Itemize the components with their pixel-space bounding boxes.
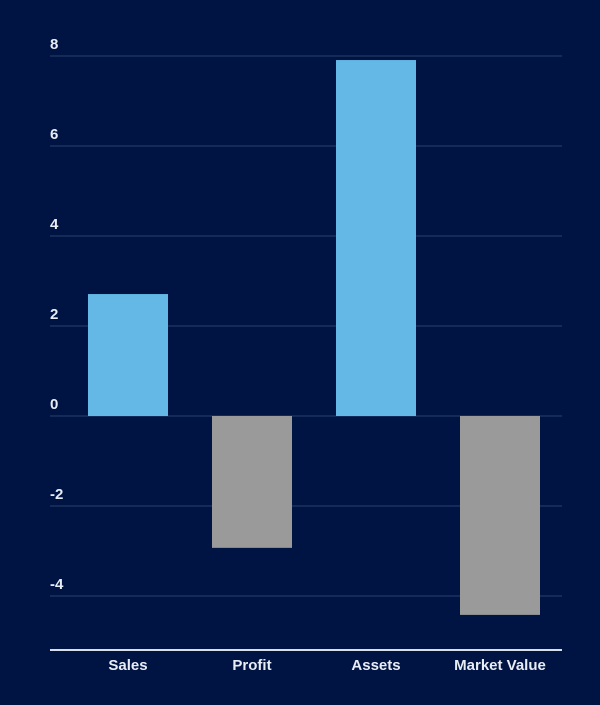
- x-tick-label: Assets: [351, 657, 400, 674]
- y-tick-label: 8: [50, 36, 58, 53]
- y-tick-label: -4: [50, 576, 64, 593]
- x-tick-label: Profit: [232, 657, 271, 674]
- bar: [460, 416, 540, 615]
- y-tick-label: 2: [50, 306, 58, 323]
- y-tick-label: -2: [50, 486, 63, 503]
- bar: [212, 416, 292, 548]
- x-tick-label: Sales: [108, 657, 147, 674]
- y-tick-label: 4: [50, 216, 59, 233]
- bar: [336, 60, 416, 417]
- x-tick-label: Market Value: [454, 657, 546, 674]
- bar: [88, 294, 168, 416]
- y-tick-label: 0: [50, 396, 58, 413]
- y-tick-label: 6: [50, 126, 58, 143]
